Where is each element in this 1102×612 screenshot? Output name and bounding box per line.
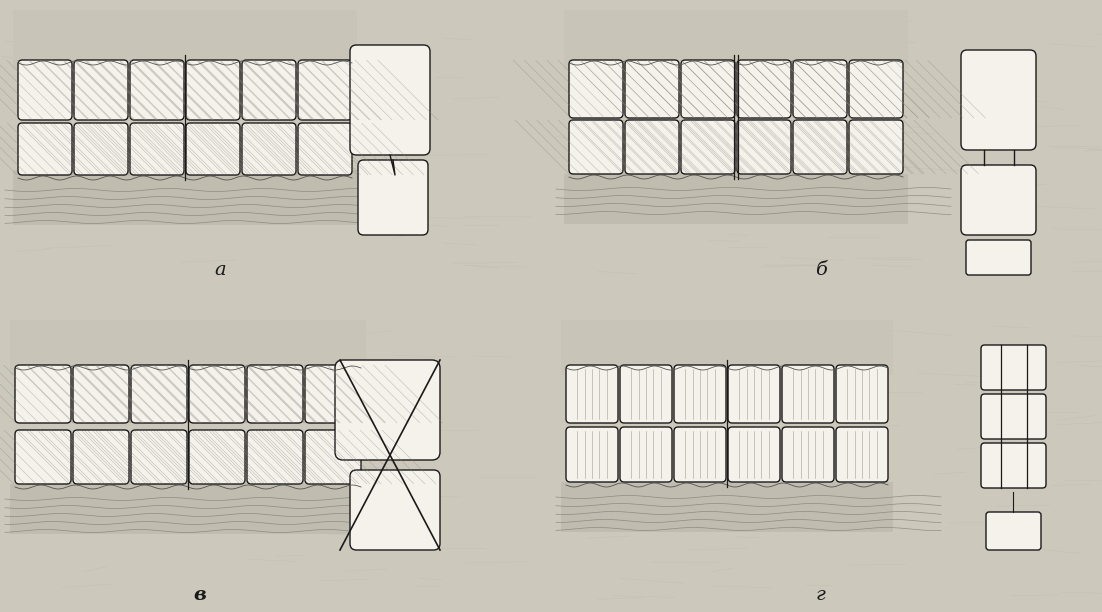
FancyBboxPatch shape xyxy=(350,470,440,550)
FancyBboxPatch shape xyxy=(298,60,352,120)
FancyBboxPatch shape xyxy=(728,365,780,423)
Bar xyxy=(10,320,366,375)
Bar xyxy=(13,10,357,70)
FancyBboxPatch shape xyxy=(74,60,128,120)
FancyBboxPatch shape xyxy=(190,430,245,484)
Bar xyxy=(564,10,908,70)
FancyBboxPatch shape xyxy=(73,430,129,484)
FancyBboxPatch shape xyxy=(186,123,240,175)
FancyBboxPatch shape xyxy=(620,427,672,482)
FancyBboxPatch shape xyxy=(566,365,618,423)
Bar xyxy=(561,482,893,532)
FancyBboxPatch shape xyxy=(981,443,1046,488)
FancyBboxPatch shape xyxy=(73,365,129,423)
Text: б: б xyxy=(815,261,826,279)
FancyBboxPatch shape xyxy=(836,365,888,423)
FancyBboxPatch shape xyxy=(247,365,303,423)
FancyBboxPatch shape xyxy=(782,427,834,482)
FancyBboxPatch shape xyxy=(18,123,72,175)
Text: а: а xyxy=(214,261,226,279)
FancyBboxPatch shape xyxy=(242,60,296,120)
FancyBboxPatch shape xyxy=(981,394,1046,439)
Text: г: г xyxy=(817,586,825,604)
FancyBboxPatch shape xyxy=(305,365,361,423)
FancyBboxPatch shape xyxy=(849,60,903,118)
FancyBboxPatch shape xyxy=(130,60,184,120)
FancyBboxPatch shape xyxy=(358,160,428,235)
FancyBboxPatch shape xyxy=(966,240,1031,275)
FancyBboxPatch shape xyxy=(681,60,735,118)
FancyBboxPatch shape xyxy=(620,365,672,423)
FancyBboxPatch shape xyxy=(74,123,128,175)
FancyBboxPatch shape xyxy=(18,60,72,120)
FancyBboxPatch shape xyxy=(186,60,240,120)
FancyBboxPatch shape xyxy=(836,427,888,482)
Bar xyxy=(564,174,908,224)
FancyBboxPatch shape xyxy=(737,60,791,118)
FancyBboxPatch shape xyxy=(131,365,187,423)
FancyBboxPatch shape xyxy=(793,120,847,174)
FancyBboxPatch shape xyxy=(849,120,903,174)
Text: в: в xyxy=(194,586,206,604)
FancyBboxPatch shape xyxy=(674,427,726,482)
FancyBboxPatch shape xyxy=(15,365,71,423)
FancyBboxPatch shape xyxy=(793,60,847,118)
FancyBboxPatch shape xyxy=(566,427,618,482)
FancyBboxPatch shape xyxy=(350,45,430,155)
FancyBboxPatch shape xyxy=(335,360,440,460)
FancyBboxPatch shape xyxy=(961,50,1036,150)
FancyBboxPatch shape xyxy=(190,365,245,423)
FancyBboxPatch shape xyxy=(569,60,623,118)
Bar xyxy=(10,484,366,534)
FancyBboxPatch shape xyxy=(298,123,352,175)
Bar xyxy=(13,170,357,225)
FancyBboxPatch shape xyxy=(737,120,791,174)
FancyBboxPatch shape xyxy=(131,430,187,484)
FancyBboxPatch shape xyxy=(782,365,834,423)
FancyBboxPatch shape xyxy=(674,365,726,423)
FancyBboxPatch shape xyxy=(981,345,1046,390)
FancyBboxPatch shape xyxy=(569,120,623,174)
FancyBboxPatch shape xyxy=(242,123,296,175)
FancyBboxPatch shape xyxy=(625,60,679,118)
FancyBboxPatch shape xyxy=(961,165,1036,235)
FancyBboxPatch shape xyxy=(681,120,735,174)
Bar xyxy=(561,320,893,375)
FancyBboxPatch shape xyxy=(625,120,679,174)
FancyBboxPatch shape xyxy=(986,512,1041,550)
FancyBboxPatch shape xyxy=(305,430,361,484)
FancyBboxPatch shape xyxy=(728,427,780,482)
FancyBboxPatch shape xyxy=(247,430,303,484)
FancyBboxPatch shape xyxy=(15,430,71,484)
FancyBboxPatch shape xyxy=(130,123,184,175)
